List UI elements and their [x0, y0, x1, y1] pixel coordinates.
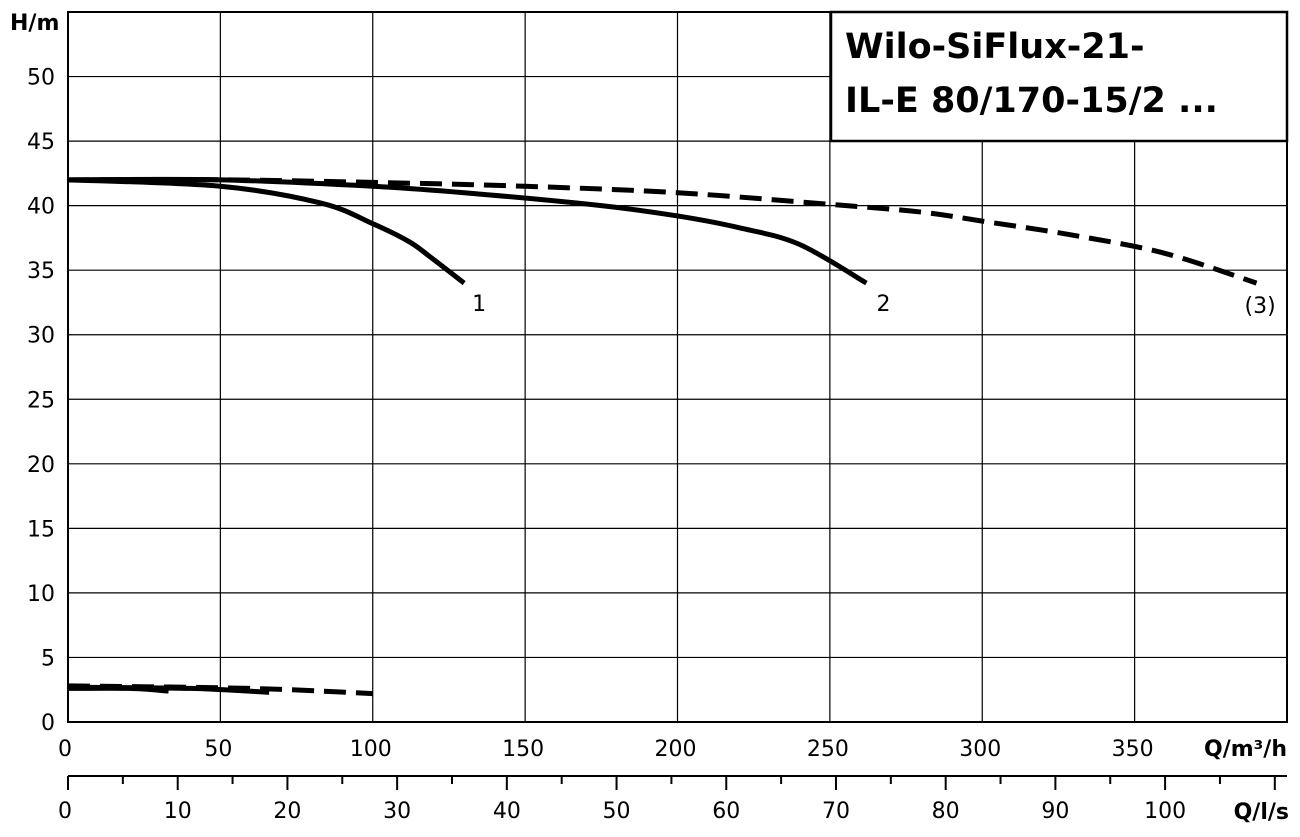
x-tick-label: 350 [1112, 737, 1154, 762]
y-tick-label: 30 [27, 324, 55, 349]
chart-title-line-2: IL-E 80/170-15/2 ... [845, 81, 1218, 121]
x2-tick-label: 50 [603, 799, 631, 824]
x2-tick-label: 70 [822, 799, 850, 824]
y-tick-label: 25 [27, 388, 55, 413]
y-axis-label: H/m [10, 11, 59, 36]
curve-label: (3) [1245, 294, 1276, 319]
y-tick-label: 15 [27, 517, 55, 542]
x2-tick-label: 60 [712, 799, 740, 824]
y-tick-label: 40 [27, 195, 55, 220]
x2-tick-label: 80 [932, 799, 960, 824]
x-tick-label: 250 [807, 737, 849, 762]
y-tick-label: 35 [27, 259, 55, 284]
x2-tick-label: 0 [58, 799, 72, 824]
npsh-curve [67, 683, 373, 697]
y-tick-label: 0 [41, 711, 55, 736]
secondary-axis: 0 10 20 30 40 50 60 70 80 90 100 [58, 775, 1287, 824]
x2-axis-label: Q/l/s [1234, 800, 1289, 825]
x2-tick-label: 100 [1144, 799, 1186, 824]
x-tick-label: 150 [502, 737, 544, 762]
y-tick-label: 20 [27, 453, 55, 478]
x-tick-label: 300 [959, 737, 1001, 762]
x2-tick-label: 10 [164, 799, 192, 824]
curve-2 [67, 176, 868, 286]
x-tick-label: 100 [350, 737, 392, 762]
title-box: Wilo-SiFlux-21- IL-E 80/170-15/2 ... [829, 10, 1289, 143]
x-tick-label: 0 [58, 737, 72, 762]
tick-labels: 0 5 10 15 20 25 30 35 40 45 50 0 50 100 150 200 250 300 35… [27, 66, 1154, 762]
x2-tick-label: 20 [273, 799, 301, 824]
curve-label: 2 [876, 292, 890, 317]
plot-frame [67, 11, 1288, 723]
plot-border [67, 11, 1288, 723]
curve-1 [67, 177, 466, 286]
curve-3 [67, 177, 1258, 286]
y-tick-label: 45 [27, 130, 55, 155]
x-tick-label: 50 [204, 737, 232, 762]
curve-label: 1 [472, 292, 486, 317]
x2-tick-label: 30 [383, 799, 411, 824]
y-tick-label: 10 [27, 582, 55, 607]
curves: 1 2 (3) [67, 176, 1276, 697]
y-tick-label: 50 [27, 66, 55, 91]
x2-tick-label: 90 [1041, 799, 1069, 824]
y-tick-label: 5 [41, 646, 55, 671]
x2-tick-label: 40 [493, 799, 521, 824]
chart-title-line-1: Wilo-SiFlux-21- [845, 27, 1145, 67]
x-axis-label: Q/m³/h [1204, 737, 1287, 762]
x-tick-label: 200 [655, 737, 697, 762]
